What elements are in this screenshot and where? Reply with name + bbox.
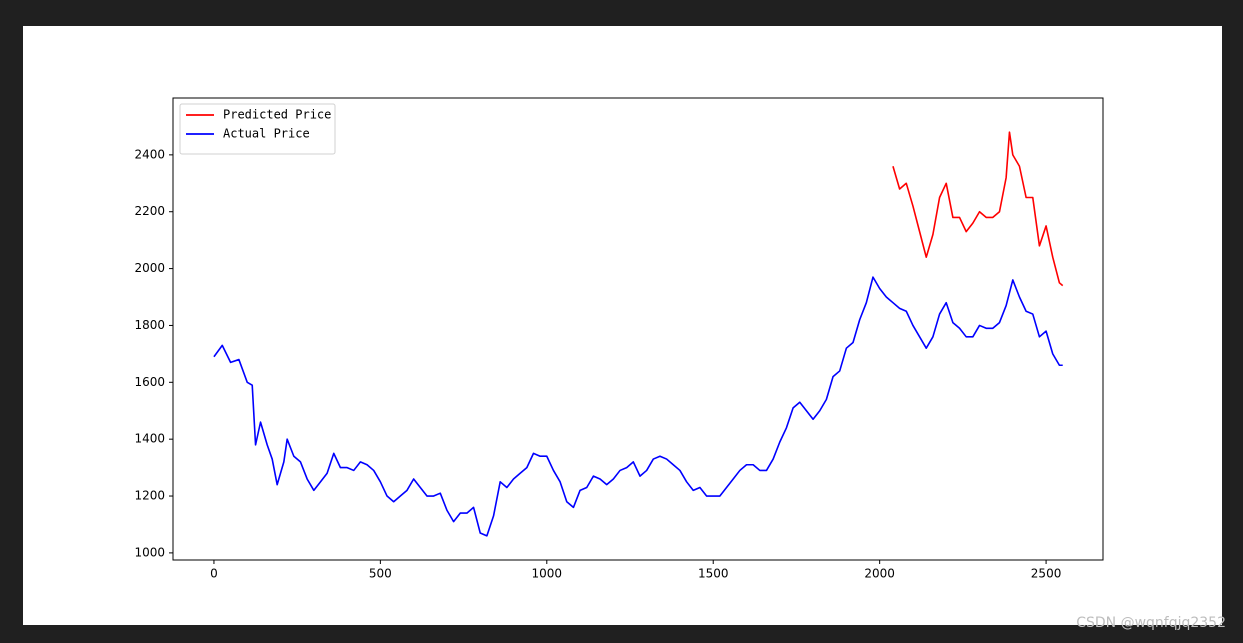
- y-tick-label: 2200: [134, 204, 165, 218]
- x-tick-label: 2000: [864, 567, 895, 581]
- legend-label: Predicted Price: [223, 108, 331, 122]
- y-tick-label: 1800: [134, 318, 165, 332]
- x-tick-label: 2500: [1031, 567, 1062, 581]
- data-line: [213, 276, 1063, 537]
- x-tick-label: 1000: [532, 567, 563, 581]
- x-tick-label: 0: [210, 567, 218, 581]
- x-tick-label: 500: [369, 567, 392, 581]
- y-tick-label: 1000: [134, 545, 165, 559]
- y-tick-label: 2000: [134, 261, 165, 275]
- y-tick-label: 2400: [134, 147, 165, 161]
- legend-box: [179, 103, 336, 155]
- y-tick-label: 1200: [134, 489, 165, 503]
- x-tick-label: 1500: [698, 567, 729, 581]
- y-tick-label: 1400: [134, 432, 165, 446]
- axes-frame: [172, 97, 1104, 561]
- y-tick-label: 1600: [134, 375, 165, 389]
- watermark: CSDN @wqnfqjq2352: [1076, 615, 1226, 631]
- data-line: [892, 131, 1064, 287]
- legend-label: Actual Price: [223, 127, 310, 141]
